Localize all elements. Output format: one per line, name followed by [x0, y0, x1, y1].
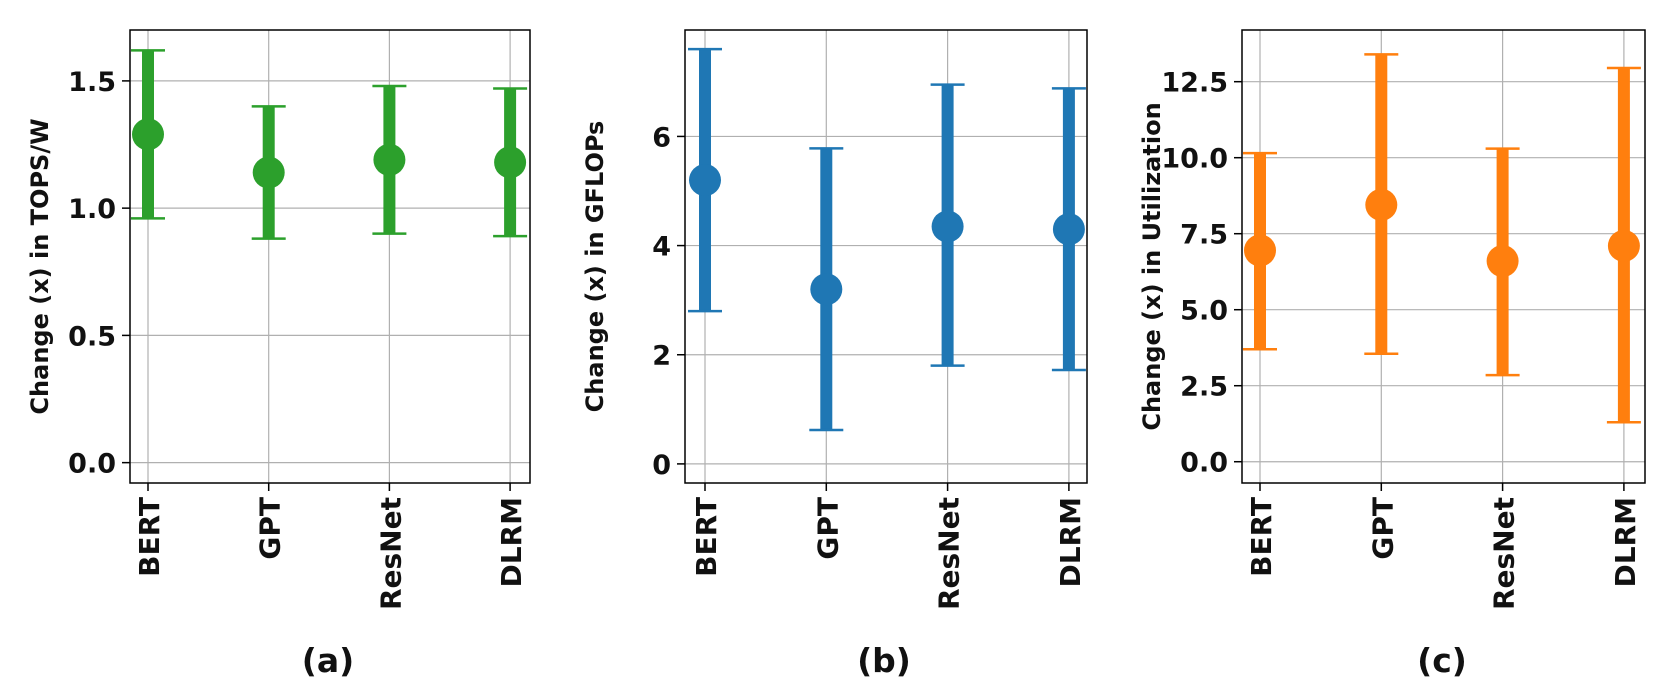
y-tick-label: 2 [652, 341, 671, 372]
axes-frame [1241, 29, 1646, 484]
x-tick-label: DLRM [1609, 497, 1642, 588]
mean-point [810, 273, 843, 306]
mean-point [1244, 234, 1276, 267]
axes-frame [129, 29, 531, 484]
y-tick-label: 6 [652, 122, 671, 153]
y-axis-label: Change (x) in Utilization [1138, 102, 1166, 430]
y-tick-label: 1.5 [68, 67, 116, 98]
x-tick-label: GPT [254, 497, 287, 560]
y-tick-label: 0.5 [68, 321, 116, 352]
y-tick-label: 10.0 [1161, 144, 1228, 175]
mean-point [373, 143, 406, 176]
mean-point [494, 146, 527, 179]
y-tick-label: 0 [652, 450, 671, 481]
mean-point [1607, 229, 1640, 262]
panel-b: 0 2 4 6 BERT GPT ResNet DLRM Change (x) in GFLOP… [581, 29, 1088, 680]
x-tick-label: ResNet [1488, 497, 1521, 610]
y-tick-label: 5.0 [1180, 296, 1228, 327]
panel-a: 0.0 0.5 1.0 1.5 BERT GPT ResNet DLRM Change (x) … [26, 29, 531, 680]
x-tick-label: BERT [690, 497, 723, 577]
x-tick-label: DLRM [1054, 497, 1087, 588]
x-tick-label: GPT [1366, 497, 1399, 560]
y-axis-label: Change (x) in GFLOPs [581, 121, 609, 413]
x-tick-label: BERT [1245, 497, 1278, 577]
mean-point [931, 210, 964, 243]
y-tick-label: 0.0 [1180, 448, 1228, 479]
panel-label: (c) [1417, 641, 1467, 680]
x-tick-label: BERT [133, 497, 166, 577]
axes-frame [684, 29, 1088, 484]
x-tick-label: DLRM [495, 497, 528, 588]
panel-c: 0.0 2.5 5.0 7.5 10.0 12.5 BERT GPT ResNet DLRM Cha… [1138, 29, 1646, 680]
x-tick-label: ResNet [374, 497, 407, 610]
mean-point [1486, 245, 1519, 278]
y-tick-label: 4 [652, 232, 671, 263]
y-tick-label: 7.5 [1180, 220, 1228, 251]
mean-point [689, 164, 721, 197]
mean-point [1052, 213, 1085, 246]
x-tick-label: ResNet [933, 497, 966, 610]
x-tick-label: GPT [811, 497, 844, 560]
mean-point [132, 118, 164, 151]
y-tick-label: 1.0 [68, 194, 116, 225]
mean-point [1365, 188, 1398, 221]
mean-point [252, 156, 285, 189]
y-tick-label: 12.5 [1161, 68, 1228, 99]
y-axis-label: Change (x) in TOPS/W [26, 118, 54, 414]
y-tick-label: 0.0 [68, 449, 116, 480]
y-tick-label: 2.5 [1180, 372, 1228, 403]
panel-label: (a) [302, 641, 354, 680]
panel-label: (b) [857, 641, 911, 680]
